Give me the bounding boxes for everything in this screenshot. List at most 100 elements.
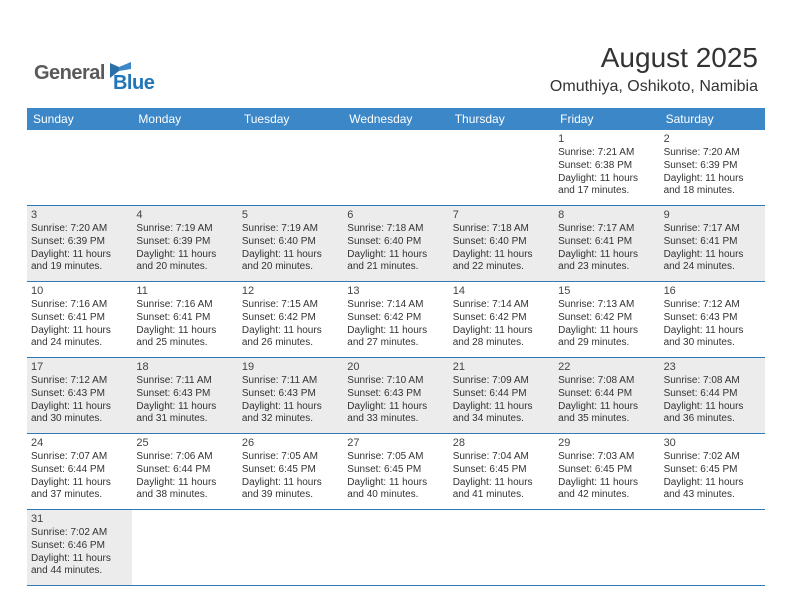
cell-daylight: Daylight: 11 hours and 29 minutes.	[558, 325, 655, 351]
cell-daylight: Daylight: 11 hours and 19 minutes.	[31, 249, 128, 275]
day-header: Wednesday	[343, 108, 448, 130]
cell-sunrise: Sunrise: 7:17 AM	[558, 223, 655, 236]
day-number: 7	[453, 208, 550, 222]
calendar-cell: 18Sunrise: 7:11 AMSunset: 6:43 PMDayligh…	[132, 358, 237, 434]
cell-daylight: Daylight: 11 hours and 28 minutes.	[453, 325, 550, 351]
day-number: 24	[31, 436, 128, 450]
cell-sunrise: Sunrise: 7:19 AM	[242, 223, 339, 236]
calendar-cell: 23Sunrise: 7:08 AMSunset: 6:44 PMDayligh…	[660, 358, 765, 434]
day-number: 4	[136, 208, 233, 222]
cell-daylight: Daylight: 11 hours and 37 minutes.	[31, 477, 128, 503]
calendar-cell: 9Sunrise: 7:17 AMSunset: 6:41 PMDaylight…	[660, 206, 765, 282]
cell-sunset: Sunset: 6:42 PM	[347, 312, 444, 325]
cell-daylight: Daylight: 11 hours and 34 minutes.	[453, 401, 550, 427]
day-number: 21	[453, 360, 550, 374]
day-number: 6	[347, 208, 444, 222]
cell-sunrise: Sunrise: 7:08 AM	[558, 375, 655, 388]
cell-sunrise: Sunrise: 7:08 AM	[664, 375, 761, 388]
day-number: 28	[453, 436, 550, 450]
calendar-cell-empty	[343, 510, 448, 586]
cell-sunset: Sunset: 6:43 PM	[664, 312, 761, 325]
cell-daylight: Daylight: 11 hours and 25 minutes.	[136, 325, 233, 351]
calendar-cell-empty	[343, 130, 448, 206]
calendar-cell-empty	[238, 510, 343, 586]
calendar-cell-empty	[449, 130, 554, 206]
day-header: Thursday	[449, 108, 554, 130]
cell-sunrise: Sunrise: 7:18 AM	[453, 223, 550, 236]
cell-daylight: Daylight: 11 hours and 43 minutes.	[664, 477, 761, 503]
day-number: 23	[664, 360, 761, 374]
calendar-cell: 25Sunrise: 7:06 AMSunset: 6:44 PMDayligh…	[132, 434, 237, 510]
cell-sunset: Sunset: 6:44 PM	[31, 464, 128, 477]
day-number: 22	[558, 360, 655, 374]
day-number: 19	[242, 360, 339, 374]
calendar-cell: 16Sunrise: 7:12 AMSunset: 6:43 PMDayligh…	[660, 282, 765, 358]
calendar-cell: 7Sunrise: 7:18 AMSunset: 6:40 PMDaylight…	[449, 206, 554, 282]
cell-sunrise: Sunrise: 7:02 AM	[664, 451, 761, 464]
cell-sunrise: Sunrise: 7:07 AM	[31, 451, 128, 464]
cell-sunrise: Sunrise: 7:21 AM	[558, 147, 655, 160]
calendar-cell-empty	[132, 130, 237, 206]
cell-sunset: Sunset: 6:41 PM	[664, 236, 761, 249]
cell-sunrise: Sunrise: 7:05 AM	[242, 451, 339, 464]
cell-sunset: Sunset: 6:43 PM	[242, 388, 339, 401]
calendar-cell: 21Sunrise: 7:09 AMSunset: 6:44 PMDayligh…	[449, 358, 554, 434]
cell-daylight: Daylight: 11 hours and 36 minutes.	[664, 401, 761, 427]
cell-daylight: Daylight: 11 hours and 24 minutes.	[664, 249, 761, 275]
calendar-cell: 12Sunrise: 7:15 AMSunset: 6:42 PMDayligh…	[238, 282, 343, 358]
cell-daylight: Daylight: 11 hours and 30 minutes.	[31, 401, 128, 427]
cell-sunrise: Sunrise: 7:12 AM	[664, 299, 761, 312]
calendar-cell-empty	[238, 130, 343, 206]
day-number: 20	[347, 360, 444, 374]
cell-sunrise: Sunrise: 7:16 AM	[31, 299, 128, 312]
calendar-cell: 14Sunrise: 7:14 AMSunset: 6:42 PMDayligh…	[449, 282, 554, 358]
calendar-cell: 11Sunrise: 7:16 AMSunset: 6:41 PMDayligh…	[132, 282, 237, 358]
day-number: 3	[31, 208, 128, 222]
day-number: 14	[453, 284, 550, 298]
day-header: Monday	[132, 108, 237, 130]
cell-sunset: Sunset: 6:39 PM	[31, 236, 128, 249]
calendar-cell-empty	[554, 510, 659, 586]
day-number: 16	[664, 284, 761, 298]
cell-daylight: Daylight: 11 hours and 17 minutes.	[558, 173, 655, 199]
day-number: 13	[347, 284, 444, 298]
cell-sunset: Sunset: 6:43 PM	[136, 388, 233, 401]
cell-sunset: Sunset: 6:41 PM	[558, 236, 655, 249]
day-number: 17	[31, 360, 128, 374]
cell-sunrise: Sunrise: 7:14 AM	[347, 299, 444, 312]
calendar-cell-empty	[27, 130, 132, 206]
cell-sunset: Sunset: 6:43 PM	[347, 388, 444, 401]
calendar: SundayMondayTuesdayWednesdayThursdayFrid…	[27, 108, 765, 586]
page-title: August 2025	[550, 42, 758, 74]
day-number: 27	[347, 436, 444, 450]
day-number: 30	[664, 436, 761, 450]
day-header: Tuesday	[238, 108, 343, 130]
cell-sunset: Sunset: 6:40 PM	[453, 236, 550, 249]
calendar-header-row: SundayMondayTuesdayWednesdayThursdayFrid…	[27, 108, 765, 130]
cell-sunset: Sunset: 6:42 PM	[558, 312, 655, 325]
cell-sunset: Sunset: 6:39 PM	[664, 160, 761, 173]
calendar-cell: 6Sunrise: 7:18 AMSunset: 6:40 PMDaylight…	[343, 206, 448, 282]
cell-sunset: Sunset: 6:45 PM	[664, 464, 761, 477]
calendar-cell: 20Sunrise: 7:10 AMSunset: 6:43 PMDayligh…	[343, 358, 448, 434]
day-number: 26	[242, 436, 339, 450]
calendar-cell: 15Sunrise: 7:13 AMSunset: 6:42 PMDayligh…	[554, 282, 659, 358]
calendar-cell: 28Sunrise: 7:04 AMSunset: 6:45 PMDayligh…	[449, 434, 554, 510]
cell-daylight: Daylight: 11 hours and 40 minutes.	[347, 477, 444, 503]
day-number: 29	[558, 436, 655, 450]
cell-daylight: Daylight: 11 hours and 38 minutes.	[136, 477, 233, 503]
cell-sunrise: Sunrise: 7:20 AM	[31, 223, 128, 236]
calendar-cell: 22Sunrise: 7:08 AMSunset: 6:44 PMDayligh…	[554, 358, 659, 434]
calendar-cell: 17Sunrise: 7:12 AMSunset: 6:43 PMDayligh…	[27, 358, 132, 434]
day-number: 18	[136, 360, 233, 374]
calendar-cell: 19Sunrise: 7:11 AMSunset: 6:43 PMDayligh…	[238, 358, 343, 434]
cell-sunset: Sunset: 6:44 PM	[136, 464, 233, 477]
cell-daylight: Daylight: 11 hours and 20 minutes.	[242, 249, 339, 275]
day-number: 25	[136, 436, 233, 450]
cell-sunrise: Sunrise: 7:16 AM	[136, 299, 233, 312]
cell-sunrise: Sunrise: 7:17 AM	[664, 223, 761, 236]
cell-sunset: Sunset: 6:44 PM	[664, 388, 761, 401]
day-number: 8	[558, 208, 655, 222]
cell-daylight: Daylight: 11 hours and 26 minutes.	[242, 325, 339, 351]
calendar-cell-empty	[449, 510, 554, 586]
